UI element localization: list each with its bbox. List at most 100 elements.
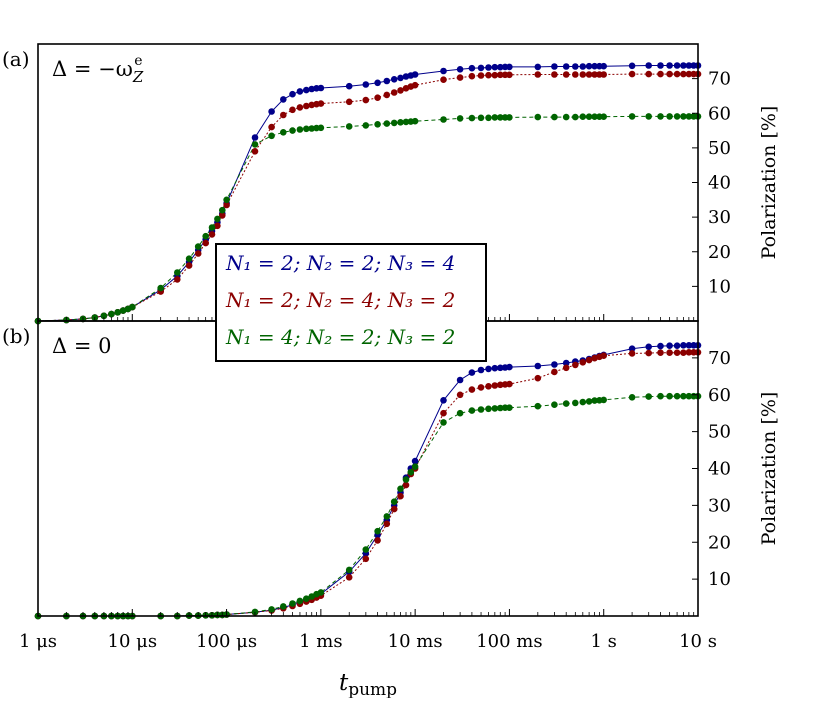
data-point [477, 64, 485, 72]
data-point [680, 62, 687, 69]
data-point [579, 63, 587, 70]
data-point [456, 376, 464, 384]
data-point [303, 595, 310, 602]
data-point [456, 409, 464, 417]
data-point [491, 382, 499, 389]
data-point [208, 224, 216, 231]
x-tick-label: 1 s [591, 631, 617, 652]
data-point [657, 349, 664, 357]
data-point [308, 125, 316, 132]
data-point [303, 125, 310, 133]
data-point [362, 81, 370, 88]
data-point [497, 63, 504, 71]
y-tick-label: 50 [708, 138, 731, 159]
data-point [657, 113, 664, 120]
data-point [219, 206, 226, 214]
series-line [38, 395, 698, 617]
data-point [551, 113, 558, 121]
x-tick-label: 1 ms [299, 631, 342, 652]
data-point [362, 546, 370, 553]
data-point [289, 600, 296, 607]
data-point [673, 70, 681, 78]
data-point [317, 100, 325, 107]
data-point [673, 342, 681, 350]
data-point [468, 72, 476, 80]
y-tick-label: 70 [708, 69, 731, 90]
data-point [374, 94, 381, 101]
data-point [685, 62, 693, 69]
data-point [214, 215, 221, 223]
data-point [477, 384, 485, 391]
data-point [534, 362, 542, 370]
data-point [585, 62, 593, 70]
data-point [390, 119, 398, 127]
data-point [673, 349, 681, 357]
x-tick-label: 10 μs [108, 631, 158, 652]
data-point [497, 71, 504, 79]
data-point [579, 398, 587, 406]
panel-annotation: Δ = 0 [52, 334, 111, 358]
data-point [485, 365, 492, 373]
panel-frame [37, 320, 699, 617]
data-point [562, 400, 570, 407]
data-point [345, 566, 353, 574]
y-tick-label: 70 [708, 348, 731, 369]
data-point [289, 90, 296, 98]
data-point [666, 62, 673, 69]
data-point [345, 123, 353, 130]
data-point [491, 114, 499, 121]
data-point [374, 121, 381, 128]
y-tick-label: 60 [708, 103, 731, 124]
y-tick-label: 10 [708, 569, 731, 590]
data-point [628, 345, 636, 353]
data-point [383, 513, 391, 520]
data-point [506, 71, 513, 79]
data-point [600, 352, 607, 360]
data-point [645, 349, 652, 357]
data-point [685, 70, 693, 78]
data-point [628, 70, 636, 78]
data-point [407, 468, 415, 476]
data-point [223, 201, 230, 209]
data-point [685, 342, 693, 349]
series-line [38, 344, 698, 617]
data-point [506, 63, 513, 71]
data-point [645, 62, 652, 69]
data-point [456, 74, 464, 81]
data-point [468, 114, 476, 122]
data-point [485, 383, 492, 390]
data-point [585, 113, 593, 120]
data-point [303, 86, 310, 94]
data-point [680, 349, 687, 357]
data-point [345, 82, 353, 90]
data-point [628, 350, 636, 357]
data-point [185, 255, 193, 262]
data-point [600, 396, 607, 404]
data-point [251, 141, 259, 148]
data-point [497, 381, 504, 389]
data-point [214, 222, 221, 230]
series-points-layer [34, 62, 702, 620]
data-point [477, 114, 485, 122]
data-point [491, 364, 499, 372]
y-tick-label: 30 [708, 207, 731, 228]
data-point [585, 356, 593, 364]
x-axis-title: tpump [339, 670, 397, 698]
data-point [685, 113, 693, 120]
y-tick-label: 40 [708, 173, 731, 194]
data-point [174, 276, 181, 283]
data-point [383, 120, 391, 127]
data-point [317, 84, 325, 92]
data-point [534, 71, 542, 78]
data-point [411, 463, 419, 471]
data-point [591, 397, 598, 404]
data-point [374, 537, 381, 544]
data-point [628, 113, 636, 120]
data-point [251, 148, 259, 155]
data-point [572, 71, 579, 78]
data-point [390, 505, 398, 513]
data-point [268, 108, 275, 115]
data-point [579, 71, 587, 78]
data-point [666, 392, 673, 400]
data-point [585, 71, 593, 78]
